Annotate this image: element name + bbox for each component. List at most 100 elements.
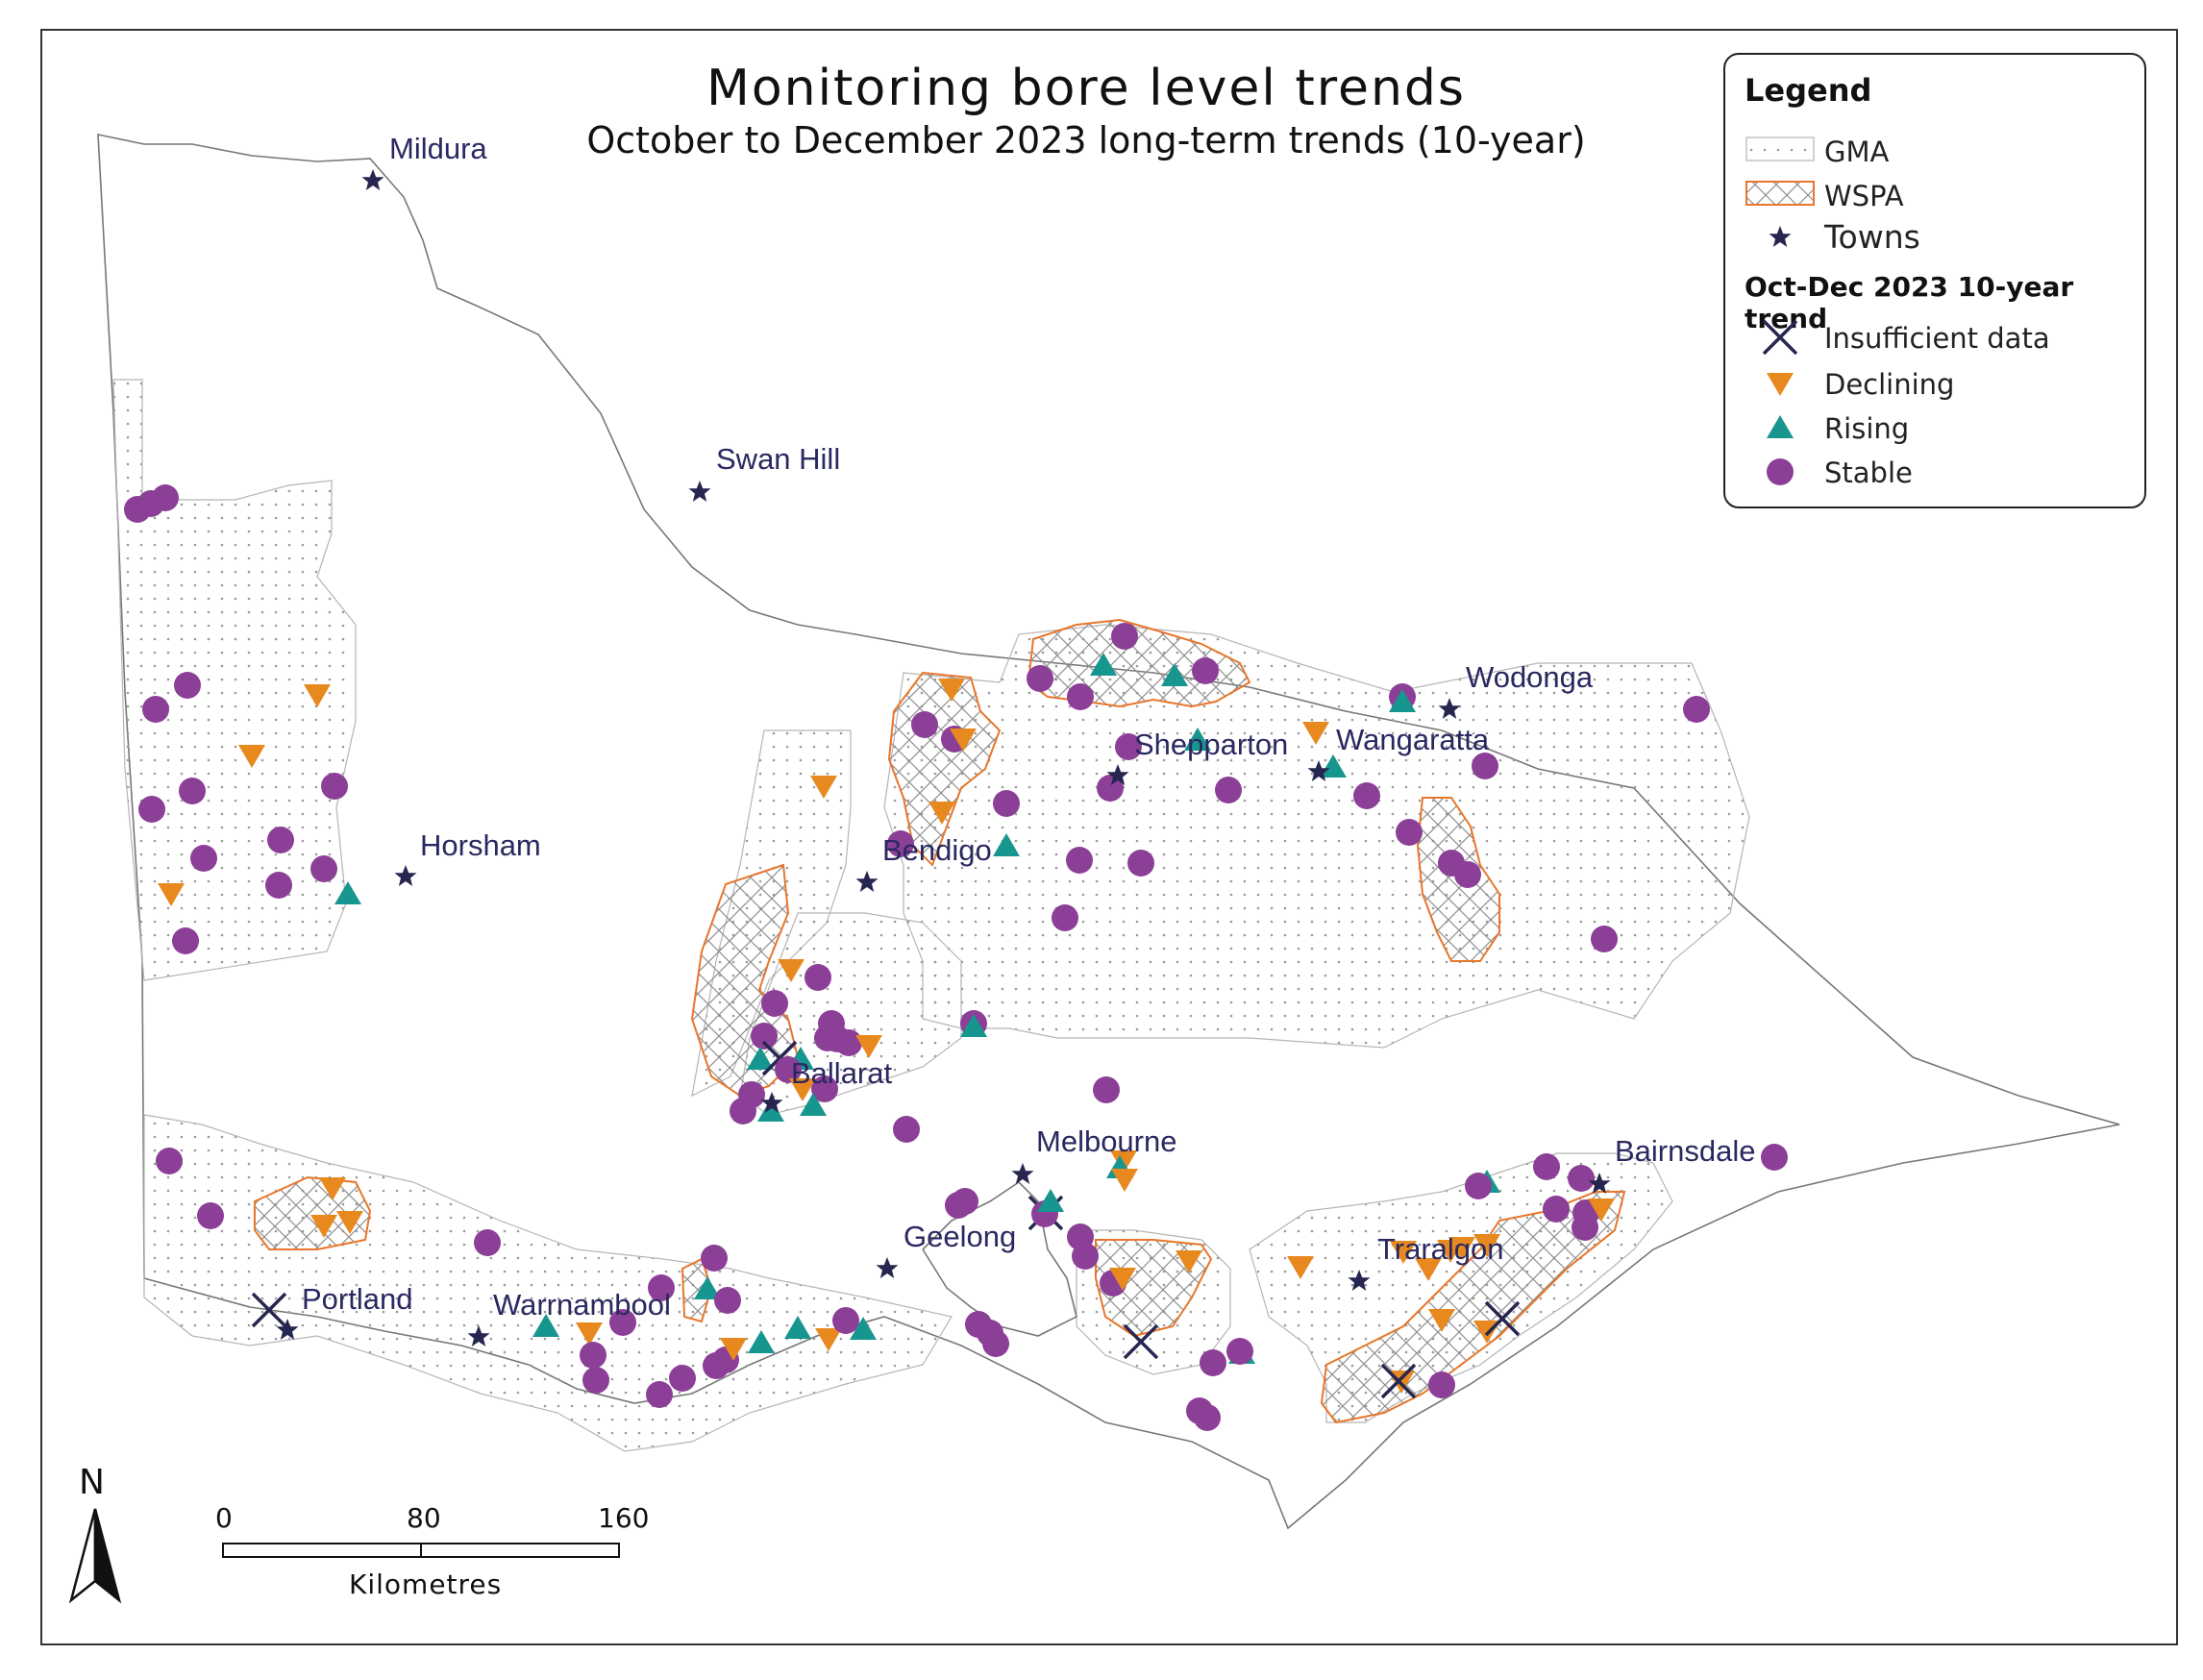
- town-label-melbourne: Melbourne: [1036, 1124, 1176, 1158]
- legend-rising: Rising: [1725, 407, 2148, 449]
- bore-stable-marker: [1226, 1338, 1253, 1365]
- bore-stable-marker: [730, 1098, 756, 1124]
- town-label-bendigo: Bendigo: [882, 833, 992, 867]
- town-label-horsham: Horsham: [420, 828, 541, 862]
- bore-stable-marker: [646, 1381, 673, 1408]
- town-label-wodonga: Wodonga: [1466, 660, 1594, 694]
- gma-swatch: [1745, 136, 1815, 161]
- town-label-shepparton: Shepparton: [1134, 728, 1288, 761]
- legend-wspa-label: WSPA: [1824, 180, 1904, 212]
- bore-stable-marker: [761, 990, 788, 1017]
- legend-gma-label: GMA: [1824, 136, 1890, 168]
- scale-tick-80: 80: [407, 1502, 441, 1534]
- declining-triangle-icon: [1767, 373, 1794, 396]
- scale-tick-0: 0: [215, 1502, 233, 1534]
- bore-stable-marker: [267, 827, 294, 853]
- bore-stable-marker: [703, 1352, 730, 1379]
- legend-trend-title: Oct-Dec 2023 10-year trend: [1745, 271, 2074, 334]
- bore-stable-marker: [1396, 819, 1423, 846]
- legend-insufficient-label: Insufficient data: [1824, 322, 2050, 355]
- bore-stable-marker: [1067, 683, 1094, 710]
- bore-stable-marker: [310, 855, 337, 882]
- bore-stable-marker: [911, 711, 938, 738]
- bore-stable-marker: [1194, 1404, 1221, 1431]
- bore-stable-marker: [1066, 847, 1093, 874]
- bore-stable-marker: [1591, 926, 1618, 952]
- town-label-portland: Portland: [302, 1282, 412, 1316]
- bore-stable-marker: [1052, 904, 1078, 931]
- bore-stable-marker: [172, 927, 199, 954]
- legend-declining: Declining: [1725, 362, 2148, 405]
- bore-stable-marker: [1761, 1144, 1788, 1171]
- bore-stable-marker: [1192, 657, 1219, 684]
- rising-triangle-icon: [1767, 415, 1794, 438]
- wspa-areas: [254, 618, 1626, 1424]
- bore-stable-marker: [174, 672, 201, 699]
- town-label-wangaratta: Wangaratta: [1336, 723, 1490, 756]
- legend-title: Legend: [1745, 72, 1872, 109]
- bore-stable-marker: [580, 1342, 606, 1369]
- map-title: Monitoring bore level trends: [705, 60, 1467, 117]
- scale-bar-graphic: [222, 1543, 620, 1558]
- bore-stable-marker: [1454, 861, 1481, 888]
- town-label-bairnsdale: Bairnsdale: [1615, 1134, 1755, 1168]
- legend-stable-label: Stable: [1824, 457, 1913, 489]
- bore-stable-marker: [1072, 1243, 1099, 1270]
- bore-stable-marker: [982, 1330, 1009, 1357]
- bore-stable-marker: [1200, 1349, 1226, 1376]
- bore-stable-marker: [1543, 1196, 1570, 1223]
- bore-stable-marker: [1683, 696, 1710, 723]
- map-frame: [40, 29, 2178, 1645]
- town-star-icon: [688, 481, 711, 502]
- bore-stable-marker: [138, 796, 165, 823]
- town-star-icon: [1769, 226, 1792, 247]
- bore-stable-marker: [1428, 1371, 1455, 1398]
- bore-stable-marker: [1568, 1165, 1595, 1192]
- bore-stable-marker: [893, 1116, 920, 1143]
- bore-stable-marker: [993, 790, 1020, 817]
- wspa-swatch: [1745, 181, 1815, 206]
- bore-stable-marker: [190, 845, 217, 872]
- bore-stable-marker: [321, 773, 348, 800]
- north-label: N: [79, 1463, 105, 1502]
- scale-unit: Kilometres: [349, 1569, 503, 1600]
- insufficient-x-icon: [1762, 319, 1798, 356]
- town-label-swan-hill: Swan Hill: [716, 442, 840, 476]
- legend-rising-label: Rising: [1824, 412, 1910, 445]
- town-label-traralgon: Traralgon: [1377, 1232, 1504, 1266]
- bore-stable-marker: [142, 696, 169, 723]
- stable-circle-icon: [1767, 458, 1794, 485]
- town-label-warrnambool: Warrnambool: [493, 1288, 671, 1322]
- bore-stable-marker: [179, 778, 206, 804]
- bore-stable-marker: [1093, 1076, 1120, 1103]
- bore-stable-marker: [832, 1307, 859, 1334]
- legend-towns: Towns: [1725, 216, 2148, 259]
- bore-stable-marker: [714, 1287, 741, 1314]
- bore-stable-marker: [701, 1245, 728, 1272]
- legend-wspa: WSPA: [1725, 174, 2148, 216]
- legend: Legend GMA WSPA Towns Oct-Dec 2023 10-ye…: [1723, 53, 2146, 508]
- bore-stable-marker: [1533, 1153, 1560, 1180]
- bore-stable-marker: [1465, 1173, 1492, 1199]
- legend-insufficient: Insufficient data: [1725, 316, 2148, 358]
- bore-stable-marker: [1027, 665, 1053, 692]
- bore-stable-marker: [1353, 782, 1380, 809]
- bore-stable-marker: [1127, 850, 1154, 877]
- bore-stable-marker: [669, 1365, 696, 1392]
- bore-stable-marker: [265, 872, 292, 899]
- bore-stable-marker: [1111, 623, 1138, 650]
- bore-stable-marker: [751, 1023, 778, 1050]
- legend-gma: GMA: [1725, 130, 2148, 172]
- legend-stable: Stable: [1725, 451, 2148, 493]
- bore-stable-marker: [804, 964, 831, 991]
- bore-stable-marker: [156, 1148, 183, 1174]
- legend-towns-label: Towns: [1824, 218, 1920, 256]
- bore-stable-marker: [1472, 753, 1498, 779]
- town-label-mildura: Mildura: [389, 132, 487, 165]
- bore-stable-marker: [1572, 1214, 1598, 1241]
- legend-declining-label: Declining: [1824, 368, 1955, 401]
- scale-tick-160: 160: [598, 1502, 650, 1534]
- bore-stable-marker: [1215, 777, 1242, 803]
- bore-stable-marker: [814, 1025, 841, 1051]
